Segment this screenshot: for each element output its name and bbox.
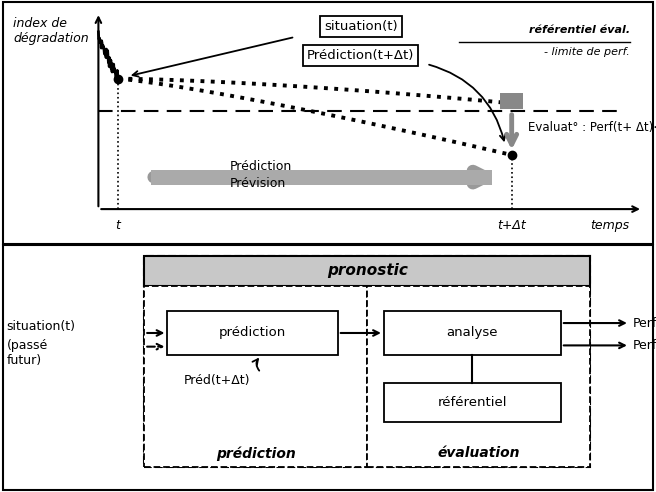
Text: temps: temps [590,219,630,232]
Text: prédiction: prédiction [216,446,296,461]
Bar [151,170,492,184]
Text: t+Δt: t+Δt [497,219,526,232]
Text: - limite de perf.: - limite de perf. [544,47,630,57]
Text: pronostic: pronostic [327,263,408,278]
Text: Perf(t+Δt): Perf(t+Δt) [633,339,656,352]
Bar [144,286,367,467]
Text: évaluation: évaluation [438,446,520,461]
Text: Evaluat° : Perf(t+ Δt)<0: Evaluat° : Perf(t+ Δt)<0 [528,122,656,134]
Text: prédiction: prédiction [219,327,286,339]
Text: situation(t): situation(t) [324,20,398,32]
Bar [3,245,653,490]
Text: t: t [115,219,121,232]
Text: (passé
futur): (passé futur) [7,339,48,367]
Bar [384,310,561,355]
Text: référentiel: référentiel [438,396,507,409]
Bar [367,286,590,467]
Bar [144,256,590,467]
Bar [384,383,561,423]
Text: analyse: analyse [447,327,498,339]
Text: index de
dégradation: index de dégradation [13,17,89,45]
Bar [144,256,590,286]
Text: situation(t): situation(t) [7,320,75,333]
Text: Prévision: Prévision [230,177,286,190]
Text: Préd(t+Δt): Préd(t+Δt) [184,374,250,387]
Text: Perf(t): Perf(t) [633,316,656,330]
Text: référentiel éval.: référentiel éval. [529,25,630,34]
Text: Prédiction: Prédiction [230,159,292,173]
Text: Prédiction(t+Δt): Prédiction(t+Δt) [307,49,415,62]
Bar [167,310,338,355]
Bar [500,93,523,109]
Bar [3,2,653,244]
